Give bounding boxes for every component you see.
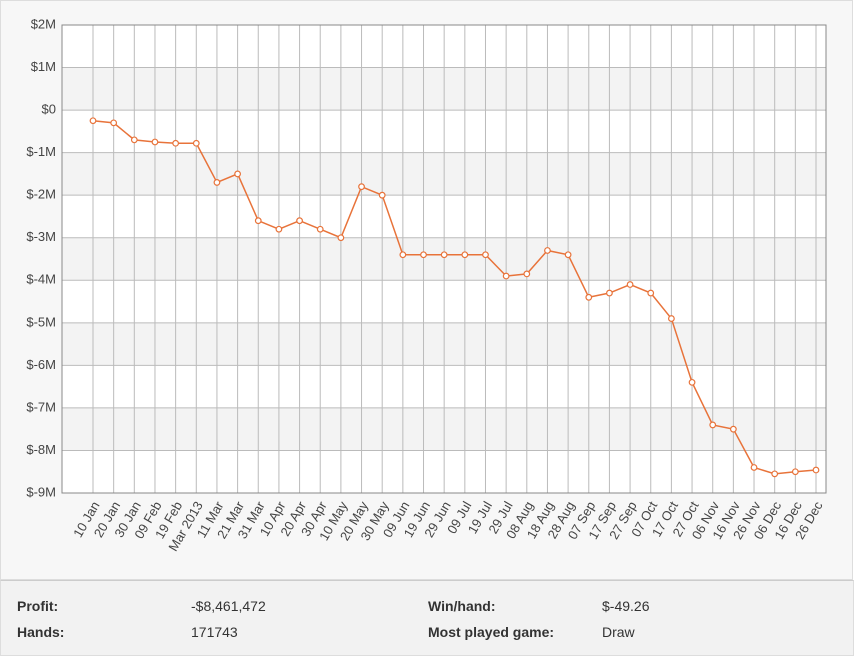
point [213, 179, 221, 186]
point [502, 272, 510, 280]
line [92, 119, 817, 475]
point [729, 425, 737, 433]
point [275, 225, 283, 233]
point [192, 139, 200, 147]
point [791, 468, 799, 476]
y-tick-label: $0 [42, 102, 56, 117]
y-tick-label: $-9M [26, 484, 56, 499]
y-tick-label: $2M [31, 16, 56, 31]
y-tick-label: $1M [31, 59, 56, 74]
point [606, 289, 613, 297]
point [585, 293, 593, 301]
point [750, 464, 758, 471]
point [378, 191, 386, 199]
y-tick-label: $-6M [26, 357, 56, 372]
value: $-49.26 [602, 598, 650, 614]
y-tick-label: $-4M [26, 272, 56, 287]
value: 171743 [191, 624, 238, 640]
point [130, 136, 138, 144]
point [337, 234, 345, 242]
point [420, 251, 427, 259]
point [771, 470, 779, 478]
y-tick-label: $-5M [26, 314, 56, 329]
point [358, 183, 365, 191]
y-tick-label: $-8M [26, 442, 56, 457]
point [440, 251, 448, 259]
value: -$8,461,472 [191, 598, 266, 614]
point [296, 217, 303, 225]
point [151, 138, 159, 146]
label: Win/hand: [428, 598, 496, 614]
point [626, 281, 634, 288]
point [668, 315, 675, 322]
label: Profit: [17, 598, 59, 614]
label: Most played game: [428, 624, 555, 640]
point [461, 251, 469, 259]
point [544, 247, 551, 254]
point [316, 225, 324, 233]
point [399, 251, 407, 259]
y-tick-label: $-7M [26, 399, 56, 414]
point [482, 251, 489, 259]
label: Hands: [17, 624, 65, 640]
summary: Profit: -$8,461,472 Win/hand: $-49.26 Ha… [0, 580, 854, 656]
point [89, 117, 97, 125]
plot-border [61, 24, 827, 494]
y-tick-label: $-2M [26, 187, 56, 202]
point [110, 119, 118, 127]
point [688, 378, 696, 386]
point [523, 270, 531, 278]
y-tick-label: $-3M [26, 229, 56, 244]
point [647, 289, 655, 297]
value: Draw [602, 624, 635, 640]
point [234, 170, 242, 178]
chart: $-9M $-8M $-7M $-6M $-5M $-4M $-3M $-2M $-1M $0 $1… [0, 0, 853, 580]
point [709, 421, 717, 429]
point [564, 251, 572, 259]
point [812, 466, 820, 474]
point [254, 217, 262, 225]
point [172, 139, 180, 147]
y-tick-label: $-1M [26, 144, 56, 159]
